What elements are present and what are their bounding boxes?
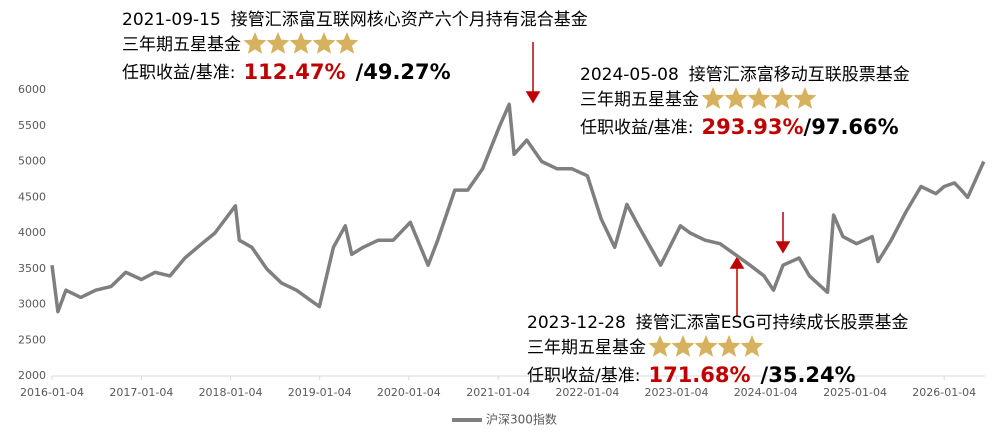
benchmark-return: /49.27%	[356, 60, 451, 84]
annotation-date: 2023-12-28	[527, 313, 626, 333]
star	[740, 335, 764, 357]
annotation-fund: 接管汇添富移动互联股票基金	[689, 65, 910, 85]
legend-label: 沪深300指数	[486, 412, 557, 427]
star	[770, 87, 794, 109]
x-tick-label: 2016-01-04	[20, 386, 84, 399]
star	[266, 32, 290, 54]
star	[243, 32, 267, 54]
x-tick-label: 2024-01-04	[734, 386, 798, 399]
y-tick-label: 5000	[18, 155, 46, 168]
x-tick-label: 2026-01-04	[912, 386, 976, 399]
star	[648, 335, 672, 357]
y-tick-label: 3000	[18, 298, 46, 311]
y-tick-label: 4500	[18, 190, 46, 203]
annotation-fund: 接管汇添富ESG可持续成长股票基金	[636, 313, 909, 333]
index-line	[50, 102, 986, 314]
rating: 三年期五星基金	[527, 338, 646, 358]
x-tick-label: 2019-01-04	[288, 386, 352, 399]
y-tick-label: 3500	[18, 262, 46, 275]
return-label: 任职收益/基准:	[122, 63, 235, 83]
return-label: 任职收益/基准:	[527, 366, 640, 386]
x-tick-label: 2023-01-04	[645, 386, 709, 399]
y-tick-label: 6000	[18, 83, 46, 96]
y-tick-label: 4000	[18, 226, 46, 239]
annotation-fund: 接管汇添富互联网核心资产六个月持有混合基金	[231, 10, 588, 30]
star	[335, 32, 359, 54]
star	[717, 335, 741, 357]
arrows	[525, 42, 791, 316]
star	[694, 335, 718, 357]
star	[671, 335, 695, 357]
annotation: 2023-12-28 接管汇添富ESG可持续成长股票基金三年期五星基金任职收益/基…	[527, 313, 909, 387]
star	[701, 87, 725, 109]
star	[724, 87, 748, 109]
rating: 三年期五星基金	[122, 35, 241, 55]
annotation-date: 2021-09-15	[122, 10, 221, 30]
star	[289, 32, 313, 54]
annotation: 2021-09-15 接管汇添富互联网核心资产六个月持有混合基金三年期五星基金任职…	[122, 10, 588, 84]
x-tick-label: 2022-01-04	[555, 386, 619, 399]
star	[312, 32, 336, 54]
fund-return: 293.93%	[701, 115, 803, 139]
x-tick-label: 2018-01-04	[199, 386, 263, 399]
x-tick-label: 2025-01-04	[823, 386, 887, 399]
star	[793, 87, 817, 109]
star	[747, 87, 771, 109]
fund-return: 112.47%	[243, 60, 345, 84]
x-tick-label: 2017-01-04	[109, 386, 173, 399]
y-tick-label: 2000	[18, 369, 46, 382]
y-tick-label: 5500	[18, 119, 46, 132]
benchmark-return: /97.66%	[804, 115, 899, 139]
x-tick-label: 2021-01-04	[466, 386, 530, 399]
annotation-date: 2024-05-08	[580, 65, 679, 85]
benchmark-return: /35.24%	[761, 363, 856, 387]
return-label: 任职收益/基准:	[580, 118, 693, 138]
fund-return: 171.68%	[648, 363, 750, 387]
x-tick-label: 2020-01-04	[377, 386, 441, 399]
rating: 三年期五星基金	[580, 90, 699, 110]
y-tick-label: 2500	[18, 333, 46, 346]
